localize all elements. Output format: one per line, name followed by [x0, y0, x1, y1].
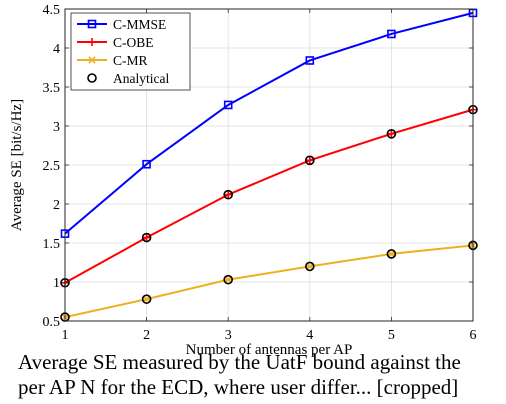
series-layer [60, 8, 478, 321]
y-tick-label: 1 [53, 276, 60, 291]
legend-box [70, 12, 191, 91]
legend-label-c-mmse: C-MMSE [113, 17, 166, 32]
y-tick-label: 1.5 [43, 237, 61, 252]
legend-marker-analytical [87, 73, 97, 83]
legend-marker-c-obe [88, 38, 96, 46]
x-tick-label: 6 [470, 328, 477, 343]
x-tick-label: 2 [143, 328, 150, 343]
analytical-point [304, 155, 315, 166]
legend-marker-c-mr [88, 56, 96, 64]
x-tick-label: 3 [225, 328, 232, 343]
caption-line-2: per AP N for the ECD, where user differ.… [18, 375, 459, 399]
data-point-c-mr [306, 262, 314, 271]
data-point-c-mmse [305, 56, 315, 65]
y-tick-label: 2 [53, 198, 60, 213]
figure-caption: Average SE measured by the UatF bound ag… [0, 350, 506, 404]
data-point-c-mr [224, 275, 232, 284]
analytical-point [141, 232, 152, 243]
legend-label-c-mr: C-MR [113, 53, 148, 68]
x-tick-label: 5 [388, 328, 395, 343]
x-tick-label: 1 [62, 328, 69, 343]
caption-line-1: Average SE measured by the UatF bound ag… [18, 350, 461, 374]
data-point-c-mr [387, 250, 396, 258]
y-axis-label: Average SE [bit/s/Hz] [9, 99, 25, 231]
y-tick-label: 4 [53, 42, 60, 57]
y-tick-labels: 0.5 1 1.5 2 2.5 3 3.5 4 4.5 [43, 3, 61, 330]
y-tick-label: 0.5 [43, 315, 61, 330]
data-point-c-mmse [142, 159, 151, 169]
y-tick-label: 3 [53, 120, 60, 135]
x-tick-label: 4 [306, 328, 313, 343]
axis-ticks [64, 8, 474, 322]
series-line-c-mmse [64, 11, 474, 235]
data-point-c-obe [387, 129, 396, 138]
analytical-point [386, 129, 397, 139]
y-tick-label: 3.5 [43, 81, 61, 96]
data-point-c-mr [142, 295, 151, 303]
data-point-c-obe [142, 233, 151, 242]
analytical-point [386, 249, 397, 259]
series-line-c-obe [64, 108, 474, 284]
data-point-c-obe [224, 190, 233, 199]
analytical-point [304, 261, 315, 272]
legend: C-MMSE C-OBE C-MR Analytical [70, 12, 191, 91]
series-line-c-mr [64, 244, 474, 319]
analytical-point [141, 294, 152, 304]
legend-label-analytical: Analytical [113, 71, 169, 86]
y-tick-label: 4.5 [43, 3, 61, 18]
data-point-c-mmse [223, 100, 233, 110]
legend-label-c-obe: C-OBE [113, 35, 154, 50]
y-tick-label: 2.5 [43, 159, 61, 174]
x-tick-labels: 1 2 3 4 5 6 [62, 328, 477, 343]
analytical-point [223, 274, 233, 285]
data-point-c-obe [305, 156, 314, 165]
legend-marker-c-mmse [87, 19, 97, 29]
analytical-point [223, 189, 233, 200]
data-point-c-mmse [387, 29, 396, 39]
x-axis-label: Number of antennas per AP [186, 342, 353, 358]
